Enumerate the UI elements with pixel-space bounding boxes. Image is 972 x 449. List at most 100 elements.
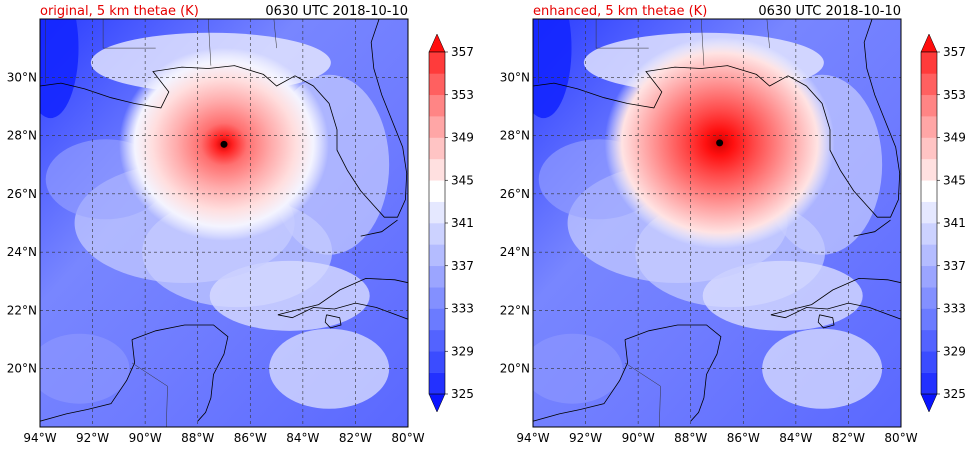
coastline bbox=[853, 219, 891, 237]
thetae-field bbox=[533, 19, 901, 427]
lon-tick-label: 88°W bbox=[674, 431, 707, 445]
lat-tick-label: 20°N bbox=[500, 362, 530, 376]
colorbar-tick-label: 325 bbox=[943, 387, 966, 401]
lon-tick-label: 90°W bbox=[622, 431, 655, 445]
lat-tick-labels: 20°N 22°N 24°N 26°N 28°N 30°N bbox=[500, 70, 530, 375]
coastline bbox=[324, 314, 342, 329]
colorbar-segment bbox=[429, 265, 445, 288]
colorbar-segment bbox=[921, 180, 937, 202]
colorbar-segment bbox=[429, 329, 445, 352]
colorbar-tick-label: 337 bbox=[943, 259, 966, 273]
colorbar-segment bbox=[429, 180, 445, 202]
panel-title-right: 0630 UTC 2018-10-10 bbox=[265, 4, 408, 19]
field-band bbox=[702, 260, 863, 331]
lon-tick-label: 82°W bbox=[339, 431, 372, 445]
field-band bbox=[533, 19, 572, 119]
lat-tick-label: 26°N bbox=[7, 187, 37, 201]
colorbar-segment bbox=[921, 287, 937, 309]
colorbar-segment bbox=[921, 52, 937, 74]
colorbar-segment bbox=[921, 244, 937, 267]
border-line bbox=[700, 19, 705, 66]
colorbar-segment bbox=[429, 158, 445, 181]
colorbar-segment bbox=[429, 94, 445, 117]
border-line bbox=[273, 19, 277, 49]
colorbar-segment bbox=[921, 158, 937, 181]
lon-tick-label: 82°W bbox=[832, 431, 865, 445]
coastline bbox=[277, 302, 408, 320]
colorbar-segment bbox=[921, 329, 937, 352]
coastline bbox=[624, 324, 722, 422]
colorbar-segment bbox=[921, 351, 937, 373]
colorbar-segment bbox=[429, 372, 445, 395]
coastline bbox=[533, 339, 629, 422]
colorbar-segment bbox=[921, 94, 937, 117]
colorbar-segment bbox=[921, 201, 937, 224]
colorbar-tick-label: 325 bbox=[451, 387, 474, 401]
colorbar-extend-max bbox=[428, 33, 446, 53]
colorbar-segment bbox=[429, 201, 445, 224]
coastline bbox=[360, 219, 398, 237]
panel-title-left: enhanced, 5 km thetae (K) bbox=[533, 4, 707, 19]
colorbar-segment bbox=[429, 308, 445, 331]
lon-tick-label: 84°W bbox=[286, 431, 319, 445]
lon-tick-label: 94°W bbox=[23, 431, 56, 445]
coastline bbox=[533, 19, 901, 218]
map-frame bbox=[39, 18, 409, 428]
coastline bbox=[40, 19, 408, 218]
field-band bbox=[40, 19, 79, 119]
colorbar-extend-min bbox=[920, 393, 938, 413]
lon-tick-label: 90°W bbox=[129, 431, 162, 445]
colorbar-tick-label: 349 bbox=[451, 131, 474, 145]
panel-title-right: 0630 UTC 2018-10-10 bbox=[758, 4, 901, 19]
thetae-field bbox=[40, 19, 408, 427]
coastlines bbox=[533, 19, 901, 427]
lat-tick-label: 20°N bbox=[7, 362, 37, 376]
lon-tick-labels: 94°W 92°W 90°W 88°W 86°W 84°W 82°W 80°W bbox=[516, 431, 917, 445]
coastline bbox=[131, 324, 229, 422]
colorbar-segment bbox=[921, 116, 937, 138]
colorbar-tick-label: 357 bbox=[451, 45, 474, 59]
lat-tick-label: 28°N bbox=[7, 129, 37, 143]
border-line bbox=[131, 362, 168, 427]
colorbar-extend-max bbox=[920, 33, 938, 53]
border-line bbox=[624, 362, 661, 427]
gridlines bbox=[40, 19, 408, 427]
coastline bbox=[770, 302, 901, 320]
colorbar-segment bbox=[429, 223, 445, 245]
panel-enhanced: enhanced, 5 km thetae (K) 0630 UTC 2018-… bbox=[500, 4, 918, 445]
lat-tick-label: 22°N bbox=[500, 303, 530, 317]
colorbar-tick-label: 333 bbox=[943, 302, 966, 316]
border-line bbox=[102, 19, 156, 49]
colorbar-tick-label: 341 bbox=[943, 216, 966, 230]
colorbar-segment bbox=[429, 351, 445, 373]
lat-tick-label: 30°N bbox=[7, 70, 37, 84]
lon-tick-label: 92°W bbox=[76, 431, 109, 445]
lon-tick-label: 80°W bbox=[391, 431, 424, 445]
lon-tick-label: 92°W bbox=[569, 431, 602, 445]
colorbar-segment bbox=[429, 116, 445, 138]
colorbar-tick-label: 337 bbox=[451, 259, 474, 273]
colorbar-extend-min bbox=[428, 393, 446, 413]
gridlines bbox=[533, 19, 901, 427]
lat-tick-labels: 20°N 22°N 24°N 26°N 28°N 30°N bbox=[7, 70, 37, 375]
field-band bbox=[209, 260, 370, 331]
colorbar-tick-label: 345 bbox=[451, 173, 474, 187]
colorbar-segment bbox=[921, 265, 937, 288]
coastline bbox=[40, 339, 136, 422]
colorbar-original: 325 329 333 337 341 345 349 353 357 bbox=[428, 33, 474, 413]
border-line bbox=[766, 19, 770, 49]
colorbar-segment bbox=[921, 372, 937, 395]
colorbar-tick-label: 329 bbox=[943, 344, 966, 358]
lon-tick-label: 94°W bbox=[516, 431, 549, 445]
border-line bbox=[207, 19, 212, 66]
colorbar-segment bbox=[429, 73, 445, 96]
map-frame bbox=[532, 18, 902, 428]
lat-tick-label: 22°N bbox=[7, 303, 37, 317]
lon-tick-label: 88°W bbox=[181, 431, 214, 445]
lat-tick-label: 24°N bbox=[500, 245, 530, 259]
lon-tick-label: 86°W bbox=[234, 431, 267, 445]
lat-tick-label: 28°N bbox=[500, 129, 530, 143]
lat-tick-label: 26°N bbox=[500, 187, 530, 201]
colorbar-tick-label: 353 bbox=[451, 88, 474, 102]
